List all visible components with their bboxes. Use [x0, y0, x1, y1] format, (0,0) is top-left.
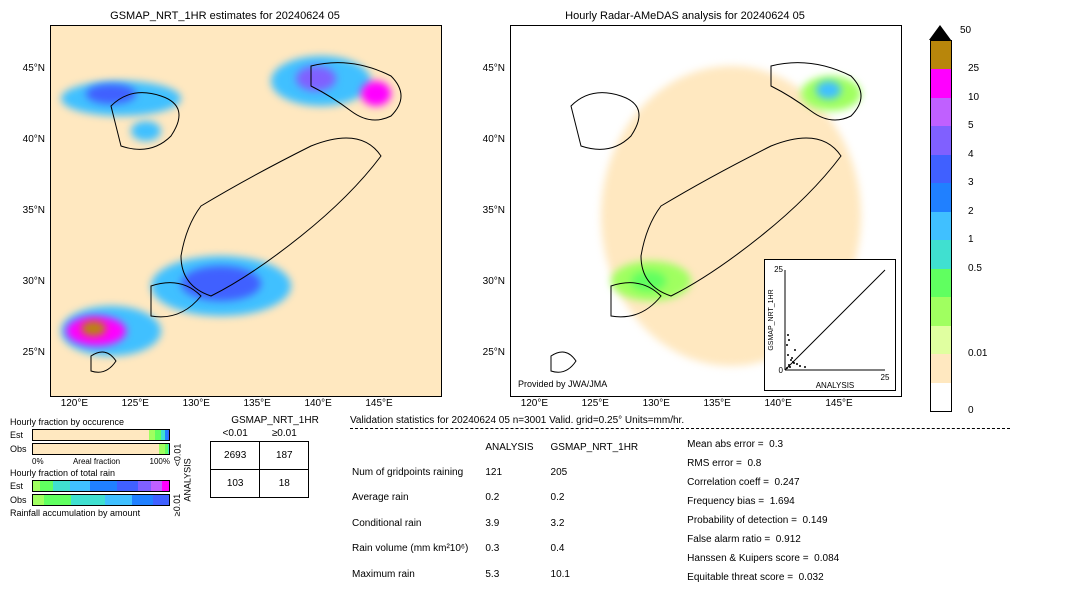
- fraction-bar: [32, 494, 170, 506]
- colorbar-segment: [931, 297, 951, 325]
- fraction-bars: Hourly fraction by occurence EstObs 0%Ar…: [10, 415, 170, 520]
- colorbar-segment: [931, 69, 951, 97]
- score-stats-table: Mean abs error = 0.3RMS error = 0.8Corre…: [685, 434, 841, 588]
- contingency-col-header: GSMAP_NRT_1HR: [210, 415, 340, 426]
- svg-text:25: 25: [881, 373, 890, 382]
- colorbar-arrow-icon: [929, 25, 951, 40]
- total-rain-title: Hourly fraction of total rain: [10, 468, 170, 478]
- colorbar-tick-label: 5: [968, 120, 974, 131]
- comparison-stats-table: ANALYSISGSMAP_NRT_1HR Num of gridpoints …: [350, 434, 655, 588]
- colorbar-segment: [931, 269, 951, 297]
- colorbar-segment: [931, 126, 951, 154]
- colorbar-segment: [931, 155, 951, 183]
- colorbar-tick-label: 2: [968, 206, 974, 217]
- coastline-left: [51, 26, 441, 396]
- left-map-panel: GSMAP_NRT_1HR estimates for 20240624 05 …: [10, 10, 440, 400]
- right-map-title: Hourly Radar-AMeDAS analysis for 2024062…: [470, 10, 900, 22]
- colorbar-segment: [931, 98, 951, 126]
- accum-title: Rainfall accumulation by amount: [10, 508, 170, 518]
- validation-stats: Validation statistics for 20240624 05 n=…: [350, 415, 1010, 588]
- inset-ylabel: GSMAP_NRT_1HR: [768, 289, 775, 350]
- colorbar-tick-label: 25: [968, 63, 979, 74]
- svg-text:0: 0: [779, 366, 784, 375]
- fraction-bar: [32, 480, 170, 492]
- colorbar-tick-label: 0: [968, 405, 974, 416]
- colorbar-tick-label: 0.01: [968, 348, 987, 359]
- colorbar-tick-label: 3: [968, 177, 974, 188]
- colorbar-segment: [931, 183, 951, 211]
- left-map-title: GSMAP_NRT_1HR estimates for 20240624 05: [10, 10, 440, 22]
- svg-text:25: 25: [774, 265, 783, 274]
- left-map-box: [50, 25, 442, 397]
- inset-scatter-plot: 25 0 25 ANALYSIS GSMAP_NRT_1HR: [764, 259, 896, 391]
- bottom-stats-section: Hourly fraction by occurence EstObs 0%Ar…: [10, 410, 1010, 588]
- contingency-table: GSMAP_NRT_1HR ANALYSIS <0.01 ≥0.01 <0.01…: [180, 415, 340, 498]
- contingency-row-header: ANALYSIS: [183, 458, 193, 501]
- colorbar-top-label: 50: [960, 25, 971, 36]
- fraction-bar: [32, 443, 170, 455]
- colorbar-tick-label: 10: [968, 92, 979, 103]
- attribution-text: Provided by JWA/JMA: [516, 377, 609, 391]
- colorbar-segment: [931, 212, 951, 240]
- colorbar: 50 2510543210.50.010: [930, 10, 1010, 400]
- right-map-panel: Hourly Radar-AMeDAS analysis for 2024062…: [470, 10, 900, 400]
- fraction-bar: [32, 429, 170, 441]
- stats-title: Validation statistics for 20240624 05 n=…: [350, 415, 1010, 429]
- inset-xlabel: ANALYSIS: [816, 381, 855, 390]
- right-map-box: Provided by JWA/JMA 25 0 25: [510, 25, 902, 397]
- colorbar-segment: [931, 41, 951, 69]
- colorbar-tick-label: 4: [968, 149, 974, 160]
- colorbar-tick-label: 0.5: [968, 263, 982, 274]
- colorbar-segment: [931, 354, 951, 382]
- colorbar-segment: [931, 240, 951, 268]
- colorbar-tick-label: 1: [968, 234, 974, 245]
- colorbar-segment: [931, 383, 951, 411]
- colorbar-segment: [931, 326, 951, 354]
- occurrence-title: Hourly fraction by occurence: [10, 417, 170, 427]
